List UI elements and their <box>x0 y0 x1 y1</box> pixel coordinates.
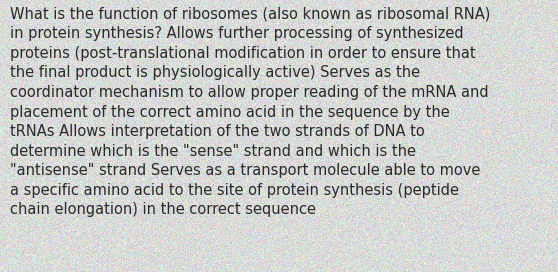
Text: What is the function of ribosomes (also known as ribosomal RNA)
in protein synth: What is the function of ribosomes (also … <box>10 7 490 217</box>
